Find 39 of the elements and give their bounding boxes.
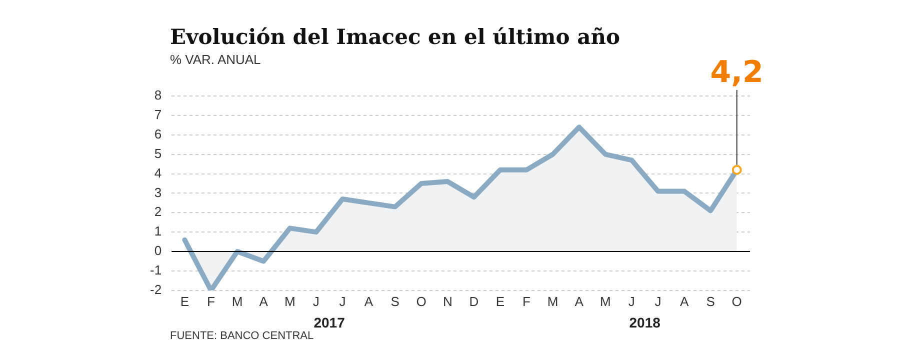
source-note: FUENTE: BANCO CENTRAL <box>170 330 314 342</box>
x-tick-label: M <box>284 294 296 309</box>
x-tick-label: S <box>706 294 716 309</box>
y-tick-label: 4 <box>154 165 162 180</box>
y-tick-label: 5 <box>154 146 162 161</box>
x-tick-label: F <box>522 294 531 309</box>
x-tick-label: D <box>469 294 479 309</box>
x-tick-label: E <box>180 294 190 309</box>
y-tick-label: 2 <box>154 204 162 220</box>
y-tick-label: -1 <box>150 262 162 278</box>
x-tick-label: A <box>364 294 374 309</box>
x-tick-label: J <box>312 294 320 309</box>
x-tick-label: J <box>339 294 346 309</box>
y-tick-label: 6 <box>154 126 162 142</box>
text: 2018 <box>629 314 661 330</box>
x-tick-label: O <box>416 294 426 309</box>
chart-subtitle: % VAR. ANUAL <box>170 52 261 67</box>
x-tick-label: F <box>207 294 216 309</box>
x-tick-label: N <box>442 294 452 309</box>
x-tick-label: M <box>600 294 611 309</box>
y-tick-label: -2 <box>150 282 162 297</box>
y-tick-label: 1 <box>154 224 162 239</box>
x-tick-label: A <box>259 294 268 309</box>
x-tick-label: M <box>547 294 558 309</box>
x-tick-label: S <box>390 294 400 309</box>
y-tick-label: 8 <box>154 88 162 103</box>
y-tick-label: 0 <box>154 243 162 258</box>
x-tick-label: M <box>232 294 243 309</box>
x-tick-label: J <box>654 294 662 309</box>
x-tick-label: E <box>496 294 505 309</box>
x-tick-label: J <box>628 294 635 309</box>
x-tick-label: A <box>680 294 689 309</box>
chart-title: Evolución del Imacec en el último año <box>170 24 620 49</box>
x-tick-label: O <box>732 294 742 309</box>
y-tick-label: 7 <box>154 107 162 122</box>
text: 2017 <box>314 314 346 330</box>
y-tick-label: 3 <box>154 184 162 200</box>
data-label: 4,2 <box>710 55 764 90</box>
x-tick-label: A <box>574 294 584 309</box>
